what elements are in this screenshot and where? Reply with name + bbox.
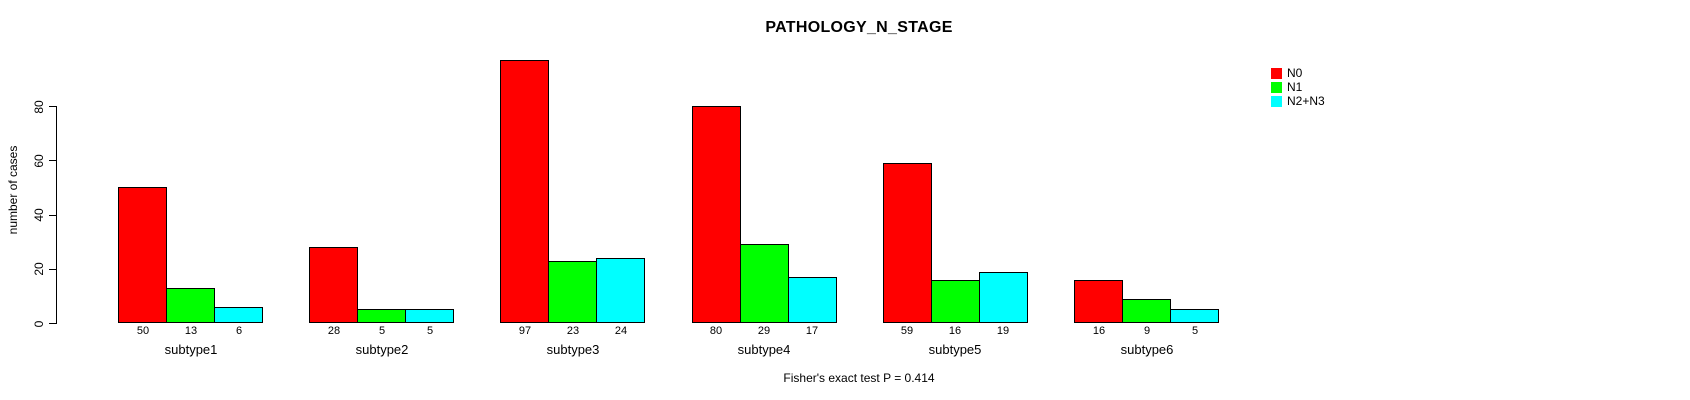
bar-n1-subtype6	[1122, 299, 1171, 323]
legend-label-n1: N1	[1287, 80, 1303, 94]
bar-value-n2-n3-subtype6: 5	[1191, 325, 1199, 337]
bar-value-n1-subtype6: 9	[1143, 325, 1151, 337]
category-label-subtype3: subtype3	[546, 342, 600, 357]
bar-n0-subtype6	[1074, 280, 1123, 323]
bar-value-n1-subtype3: 23	[566, 325, 580, 337]
category-label-subtype6: subtype6	[1120, 342, 1174, 357]
y-axis-tick-20	[49, 268, 56, 270]
bar-n1-subtype2	[357, 309, 406, 323]
bar-n2-n3-subtype2	[405, 309, 454, 323]
bar-n0-subtype2	[309, 247, 358, 323]
bar-n0-subtype1	[118, 187, 167, 323]
y-axis-tick-40	[49, 214, 56, 216]
bar-n0-subtype4	[692, 106, 741, 323]
legend: N0 N1 N2+N3	[1271, 66, 1325, 108]
y-axis-tick-label-80: 80	[32, 100, 46, 114]
bar-value-n2-n3-subtype1: 6	[235, 325, 243, 337]
fisher-test-annotation: Fisher's exact test P = 0.414	[783, 371, 935, 385]
bar-value-n2-n3-subtype3: 24	[614, 325, 628, 337]
y-axis-tick-label-0: 0	[32, 320, 46, 327]
legend-label-n2-n3: N2+N3	[1287, 94, 1325, 108]
y-axis-tick-0	[49, 323, 56, 324]
chart-title: PATHOLOGY_N_STAGE	[765, 19, 953, 36]
bar-n2-n3-subtype4	[788, 277, 837, 323]
bar-value-n1-subtype2: 5	[378, 325, 386, 337]
y-axis-tick-label-40: 40	[32, 208, 46, 222]
bar-n1-subtype5	[931, 280, 980, 323]
bar-value-n1-subtype1: 13	[184, 325, 198, 337]
legend-swatch-n1	[1271, 81, 1282, 93]
bar-value-n1-subtype5: 16	[948, 325, 962, 337]
bar-n2-n3-subtype6	[1170, 309, 1219, 323]
bar-n2-n3-subtype1	[214, 307, 263, 323]
legend-swatch-n2-n3	[1271, 95, 1282, 107]
y-axis-tick-80	[49, 106, 56, 108]
bar-value-n0-subtype2: 28	[327, 325, 341, 337]
category-label-subtype1: subtype1	[164, 342, 218, 357]
y-axis-tick-60	[49, 160, 56, 162]
bar-value-n0-subtype3: 97	[518, 325, 532, 337]
legend-label-n0: N0	[1287, 66, 1303, 80]
category-label-subtype2: subtype2	[355, 342, 409, 357]
bar-value-n2-n3-subtype2: 5	[426, 325, 434, 337]
legend-item-n2-n3: N2+N3	[1271, 94, 1325, 108]
bar-value-n2-n3-subtype4: 17	[805, 325, 819, 337]
bar-value-n0-subtype6: 16	[1092, 325, 1106, 337]
legend-item-n0: N0	[1271, 66, 1325, 80]
y-axis-tick-label-60: 60	[32, 154, 46, 168]
y-axis-line	[56, 106, 57, 324]
bar-value-n1-subtype4: 29	[757, 325, 771, 337]
bar-n2-n3-subtype5	[979, 272, 1028, 323]
bar-n0-subtype5	[883, 163, 932, 323]
bar-value-n0-subtype1: 50	[136, 325, 150, 337]
bar-n1-subtype3	[548, 261, 597, 323]
legend-item-n1: N1	[1271, 80, 1325, 94]
legend-swatch-n0	[1271, 67, 1282, 79]
bar-value-n0-subtype5: 59	[900, 325, 914, 337]
bar-n1-subtype4	[740, 244, 789, 323]
bar-value-n0-subtype4: 80	[709, 325, 723, 337]
bar-n0-subtype3	[500, 60, 549, 323]
bar-n1-subtype1	[166, 288, 215, 323]
bar-n2-n3-subtype3	[596, 258, 645, 323]
bar-value-n2-n3-subtype5: 19	[996, 325, 1010, 337]
category-label-subtype5: subtype5	[928, 342, 982, 357]
category-label-subtype4: subtype4	[737, 342, 791, 357]
y-axis-tick-label-20: 20	[32, 262, 46, 276]
